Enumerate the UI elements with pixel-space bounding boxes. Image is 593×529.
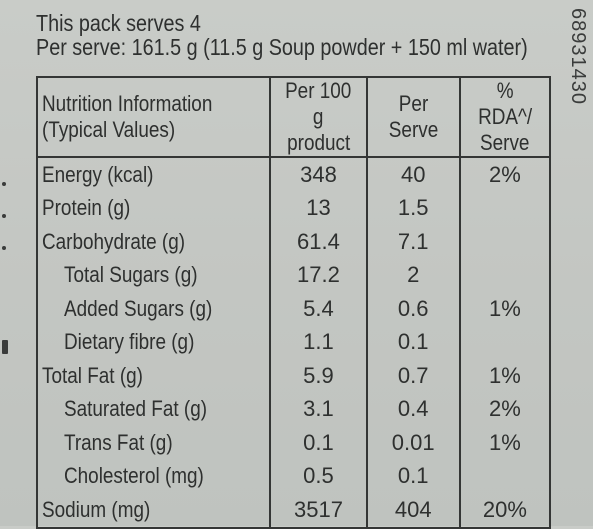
per-serve-text: Per serve: 161.5 g (11.5 g Soup powder +… [36,34,528,60]
value-rda [458,258,552,292]
value-per-serve: 0.4 [365,392,461,426]
table-row: Trans Fat (g) 0.1 0.01 1% [35,426,552,460]
table-row: Saturated Fat (g) 3.1 0.4 2% [35,392,552,426]
nutrient-name: Trans Fat (g) [64,429,173,455]
header-per-serve: Per Serve [365,76,461,158]
nutrient-name: Added Sugars (g) [64,295,213,321]
table-row: Carbohydrate (g) 61.4 7.1 [35,225,552,259]
value-per-100g: 13 [269,191,368,225]
table-row: Sodium (mg) 3517 404 20% [35,493,552,529]
value-per-serve: 7.1 [365,225,461,259]
value-rda: 1% [458,359,552,393]
value-per-100g: 0.1 [269,426,368,460]
side-batch-code: 68931430 [567,8,589,105]
value-per-serve: 40 [365,156,461,192]
value-per-100g: 3.1 [269,392,368,426]
nutrient-name: Protein (g) [42,195,131,221]
value-rda: 1% [458,426,552,460]
table-header-row: Nutrition Information (Typical Values) P… [35,76,552,158]
value-per-100g: 348 [269,156,368,192]
value-per-100g: 3517 [269,493,368,529]
value-per-serve: 0.7 [365,359,461,393]
nutrient-name: Energy (kcal) [42,161,154,187]
value-per-serve: 1.5 [365,191,461,225]
nutrient-name: Total Fat (g) [42,362,143,388]
value-per-100g: 17.2 [269,258,368,292]
nutrition-table: Nutrition Information (Typical Values) P… [35,76,552,529]
value-per-serve: 0.1 [365,325,461,359]
value-rda: 20% [458,493,552,529]
value-rda [458,459,552,493]
value-per-serve: 0.6 [365,292,461,326]
value-per-serve: 404 [365,493,461,529]
header-per-100g: Per 100 g product [269,76,368,158]
value-rda: 2% [458,156,552,192]
nutrient-name: Total Sugars (g) [64,262,198,288]
nutrient-name: Carbohydrate (g) [42,228,186,254]
table-row: Protein (g) 13 1.5 [35,191,552,225]
value-rda [458,191,552,225]
value-per-serve: 2 [365,258,461,292]
value-rda: 1% [458,292,552,326]
table-row: Dietary fibre (g) 1.1 0.1 [35,325,552,359]
value-rda [458,325,552,359]
value-per-serve: 0.1 [365,459,461,493]
table-row: Total Sugars (g) 17.2 2 [35,258,552,292]
table-row: Cholesterol (mg) 0.5 0.1 [35,459,552,493]
header-rda: % RDA^/ Serve [458,76,552,158]
value-per-100g: 5.9 [269,359,368,393]
value-per-100g: 0.5 [269,459,368,493]
table-row: Added Sugars (g) 5.4 0.6 1% [35,292,552,326]
value-rda [458,225,552,259]
value-per-100g: 5.4 [269,292,368,326]
value-per-100g: 1.1 [269,325,368,359]
pack-serves-text: This pack serves 4 [36,10,201,36]
value-rda: 2% [458,392,552,426]
nutrient-name: Sodium (mg) [42,496,151,522]
package-edge-marks [0,0,14,526]
value-per-serve: 0.01 [365,426,461,460]
header-nutrition-information: Nutrition Information (Typical Values) [35,76,272,158]
table-row: Total Fat (g) 5.9 0.7 1% [35,359,552,393]
nutrient-name: Cholesterol (mg) [64,463,204,489]
nutrient-name: Dietary fibre (g) [64,329,195,355]
nutrient-name: Saturated Fat (g) [64,396,208,422]
value-per-100g: 61.4 [269,225,368,259]
table-row: Energy (kcal) 348 40 2% [35,156,552,192]
